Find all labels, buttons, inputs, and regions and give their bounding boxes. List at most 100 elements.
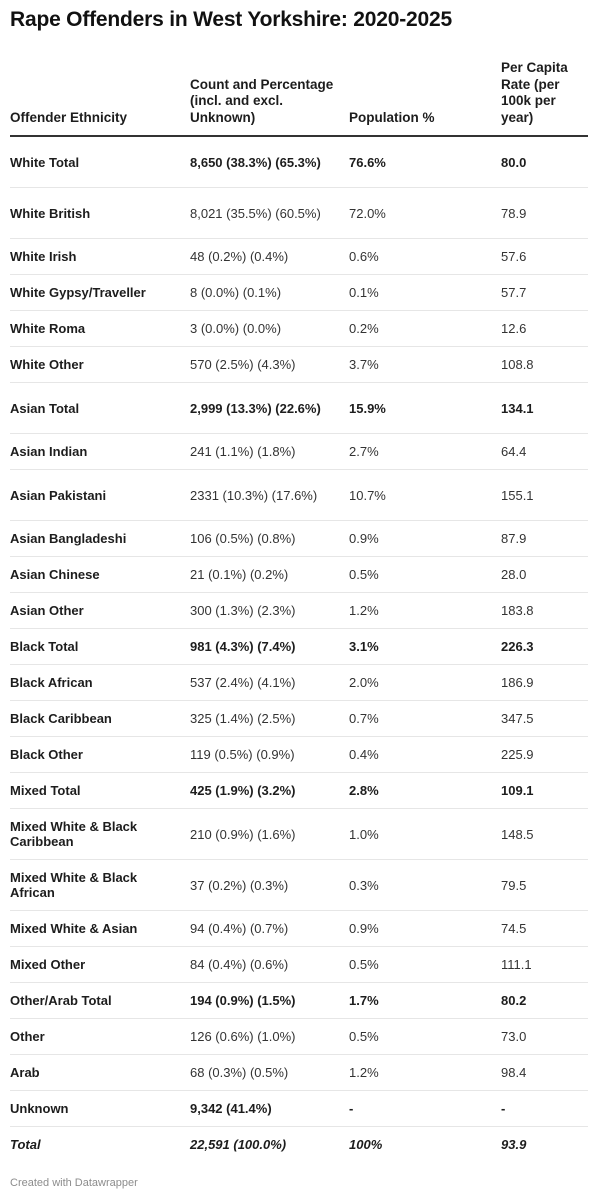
- table-row: White Other 570 (2.5%) (4.3%) 3.7% 108.8: [10, 346, 588, 383]
- cell-count: 325 (1.4%) (2.5%): [190, 700, 349, 737]
- cell-rate: 79.5: [501, 859, 588, 911]
- table-row: Mixed White & Black Caribbean 210 (0.9%) …: [10, 808, 588, 860]
- cell-population: 0.1%: [349, 274, 501, 311]
- cell-ethnicity: Asian Chinese: [10, 556, 190, 593]
- cell-ethnicity: Mixed White & Asian: [10, 910, 190, 947]
- table-row: White Roma 3 (0.0%) (0.0%) 0.2% 12.6: [10, 310, 588, 347]
- cell-rate: 109.1: [501, 772, 588, 809]
- table-row: Asian Pakistani 2331 (10.3%) (17.6%) 10.7%…: [10, 469, 588, 521]
- cell-count: 22,591 (100.0%): [190, 1137, 287, 1152]
- cell-count: 94 (0.4%) (0.7%): [190, 910, 349, 947]
- cell-population: 0.9%: [349, 520, 501, 557]
- cell-rate: 98.4: [501, 1054, 588, 1091]
- table-row: Asian Total 2,999 (13.3%) (22.6%) 15.9% 134…: [10, 382, 588, 434]
- cell-ethnicity: Mixed Other: [10, 946, 190, 983]
- header-row: Offender Ethnicity Count and Percentage …: [10, 60, 588, 137]
- cell-count: 8,650 (38.3%) (65.3%): [190, 136, 349, 188]
- cell-ethnicity: Asian Other: [10, 592, 190, 629]
- table-row: White Irish 48 (0.2%) (0.4%) 0.6% 57.6: [10, 238, 588, 275]
- cell-count: 48 (0.2%) (0.4%): [190, 238, 349, 275]
- column-header-rate: Per Capita Rate (per 100k per year): [501, 60, 588, 137]
- cell-population: 2.0%: [349, 664, 501, 701]
- cell-rate: 28.0: [501, 556, 588, 593]
- cell-ethnicity: White British: [10, 187, 190, 239]
- cell-ethnicity: Black Other: [10, 736, 190, 773]
- cell-rate: 148.5: [501, 808, 588, 860]
- cell-count: 2331 (10.3%) (17.6%): [190, 469, 349, 521]
- table-row: Unknown 9,342 (41.4%) - -: [10, 1090, 588, 1127]
- cell-ethnicity: Other/Arab Total: [10, 982, 190, 1019]
- table-row: Mixed Other 84 (0.4%) (0.6%) 0.5% 111.1: [10, 946, 588, 983]
- table-row: Mixed White & Black African 37 (0.2%) (0.…: [10, 859, 588, 911]
- data-table: Offender Ethnicity Count and Percentage …: [10, 60, 588, 1162]
- cell-rate: 226.3: [501, 628, 588, 665]
- cell-count: 21 (0.1%) (0.2%): [190, 556, 349, 593]
- table-row: Asian Other 300 (1.3%) (2.3%) 1.2% 183.8: [10, 592, 588, 629]
- cell-count: 241 (1.1%) (1.8%): [190, 433, 349, 470]
- cell-rate: 12.6: [501, 310, 588, 347]
- table-row: Asian Chinese 21 (0.1%) (0.2%) 0.5% 28.0: [10, 556, 588, 593]
- cell-population: 0.3%: [349, 859, 501, 911]
- table-row: Black Total 981 (4.3%) (7.4%) 3.1% 226.3: [10, 628, 588, 665]
- cell-count: 537 (2.4%) (4.1%): [190, 664, 349, 701]
- cell-rate: 347.5: [501, 700, 588, 737]
- cell-rate: 80.2: [501, 982, 588, 1019]
- cell-population: 72.0%: [349, 187, 501, 239]
- table-row: Total 22,591 (100.0%) 100% 93.9: [10, 1127, 588, 1163]
- cell-ethnicity: Asian Total: [10, 382, 190, 434]
- table-row: Black Other 119 (0.5%) (0.9%) 0.4% 225.9: [10, 736, 588, 773]
- cell-ethnicity: Black Caribbean: [10, 700, 190, 737]
- table-row: White Gypsy/Traveller 8 (0.0%) (0.1%) 0.1%…: [10, 274, 588, 311]
- cell-count: 84 (0.4%) (0.6%): [190, 946, 349, 983]
- cell-population: 0.7%: [349, 700, 501, 737]
- cell-ethnicity: White Gypsy/Traveller: [10, 274, 190, 311]
- cell-population: 0.2%: [349, 310, 501, 347]
- cell-population: 76.6%: [349, 136, 501, 188]
- cell-rate: 78.9: [501, 187, 588, 239]
- cell-ethnicity: White Other: [10, 346, 190, 383]
- cell-rate: 186.9: [501, 664, 588, 701]
- cell-rate: 74.5: [501, 910, 588, 947]
- cell-population: 100%: [349, 1137, 383, 1152]
- cell-population: 1.2%: [349, 592, 501, 629]
- table-body: White Total 8,650 (38.3%) (65.3%) 76.6% 80.…: [10, 136, 588, 1162]
- cell-population: -: [349, 1090, 501, 1127]
- cell-rate: 155.1: [501, 469, 588, 521]
- cell-count: 126 (0.6%) (1.0%): [190, 1018, 349, 1055]
- table-row: Arab 68 (0.3%) (0.5%) 1.2% 98.4: [10, 1054, 588, 1091]
- cell-ethnicity: Asian Pakistani: [10, 469, 190, 521]
- footer-credit: Created with Datawrapper: [10, 1177, 138, 1189]
- cell-ethnicity: White Total: [10, 136, 190, 188]
- column-header-ethnicity: Offender Ethnicity: [10, 60, 190, 137]
- cell-rate: 73.0: [501, 1018, 588, 1055]
- chart-title: Rape Offenders in West Yorkshire: 2020-2…: [10, 8, 452, 31]
- cell-rate: 64.4: [501, 433, 588, 470]
- table-row: Asian Bangladeshi 106 (0.5%) (0.8%) 0.9% 87…: [10, 520, 588, 557]
- cell-population: 0.5%: [349, 946, 501, 983]
- table-row: White Total 8,650 (38.3%) (65.3%) 76.6% 80.…: [10, 136, 588, 188]
- cell-population: 3.1%: [349, 628, 501, 665]
- cell-ethnicity: Total: [10, 1137, 41, 1152]
- column-header-count: Count and Percentage (incl. and excl. Un…: [190, 60, 349, 137]
- table-row: Black Caribbean 325 (1.4%) (2.5%) 0.7% 347.…: [10, 700, 588, 737]
- cell-population: 1.0%: [349, 808, 501, 860]
- cell-ethnicity: Unknown: [10, 1090, 190, 1127]
- cell-population: 0.4%: [349, 736, 501, 773]
- cell-ethnicity: Asian Indian: [10, 433, 190, 470]
- table-row: Mixed White & Asian 94 (0.4%) (0.7%) 0.9% 7…: [10, 910, 588, 947]
- cell-count: 8 (0.0%) (0.1%): [190, 274, 349, 311]
- cell-rate: 80.0: [501, 136, 588, 188]
- cell-population: 0.6%: [349, 238, 501, 275]
- cell-count: 3 (0.0%) (0.0%): [190, 310, 349, 347]
- cell-count: 981 (4.3%) (7.4%): [190, 628, 349, 665]
- cell-count: 68 (0.3%) (0.5%): [190, 1054, 349, 1091]
- table-row: Asian Indian 241 (1.1%) (1.8%) 2.7% 64.4: [10, 433, 588, 470]
- cell-count: 9,342 (41.4%): [190, 1090, 349, 1127]
- cell-rate: 87.9: [501, 520, 588, 557]
- cell-ethnicity: Black African: [10, 664, 190, 701]
- cell-ethnicity: Mixed White & Black Caribbean: [10, 808, 190, 860]
- table-row: Other 126 (0.6%) (1.0%) 0.5% 73.0: [10, 1018, 588, 1055]
- cell-ethnicity: Black Total: [10, 628, 190, 665]
- cell-population: 10.7%: [349, 469, 501, 521]
- cell-count: 37 (0.2%) (0.3%): [190, 859, 349, 911]
